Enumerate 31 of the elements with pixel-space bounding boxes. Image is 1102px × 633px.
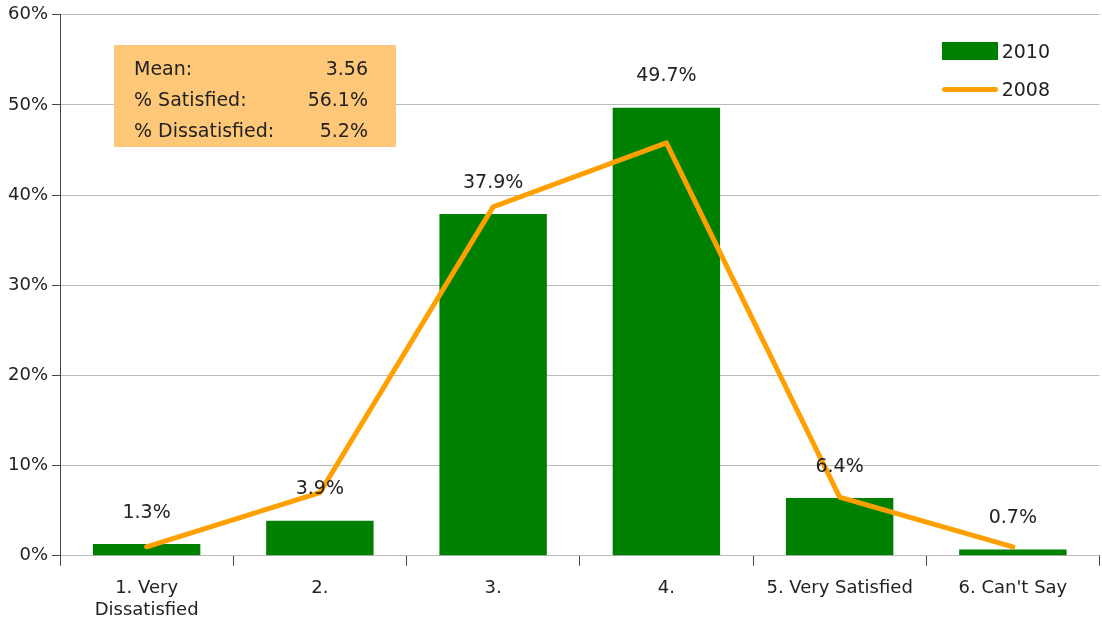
x-tick-label: 4. — [657, 576, 675, 598]
data-label: 0.7% — [988, 504, 1038, 527]
annotation: 5.2% — [318, 119, 368, 141]
annotation: % Dissatisfied: — [134, 119, 276, 141]
bar — [612, 107, 721, 556]
legend-label: 2010 — [1001, 40, 1050, 62]
bar — [266, 520, 374, 556]
bar — [785, 498, 894, 556]
data-label: 1.3% — [122, 499, 171, 522]
x-tick-label: 5. Very Satisfied — [766, 576, 913, 598]
y-tick-label: 30% — [7, 272, 49, 294]
y-tick-label: 60% — [7, 2, 49, 24]
y-tick-label: 50% — [7, 92, 49, 114]
x-tick-label: 3. — [484, 576, 502, 598]
bar — [92, 544, 201, 556]
data-label: 49.7% — [636, 63, 697, 86]
annotation: % Satisfied: — [134, 88, 248, 110]
data-label: 37.9% — [462, 169, 524, 192]
x-tick-label: 6. Can't Say — [958, 576, 1068, 598]
annotation: Mean: — [134, 57, 194, 79]
bar — [439, 214, 547, 556]
annotation: 3.56 — [324, 57, 368, 79]
bar — [959, 549, 1067, 556]
y-tick-label: 20% — [7, 363, 49, 385]
x-tick-label: 2. — [311, 576, 329, 598]
legend-label: 2008 — [1001, 78, 1050, 100]
y-tick-label: 0% — [19, 543, 49, 565]
annotation: 56.1% — [306, 88, 368, 110]
y-tick-label: 10% — [7, 453, 49, 475]
x-tick-label: 1. Very Dissatisfied — [94, 576, 199, 619]
y-tick-label: 40% — [7, 182, 49, 204]
